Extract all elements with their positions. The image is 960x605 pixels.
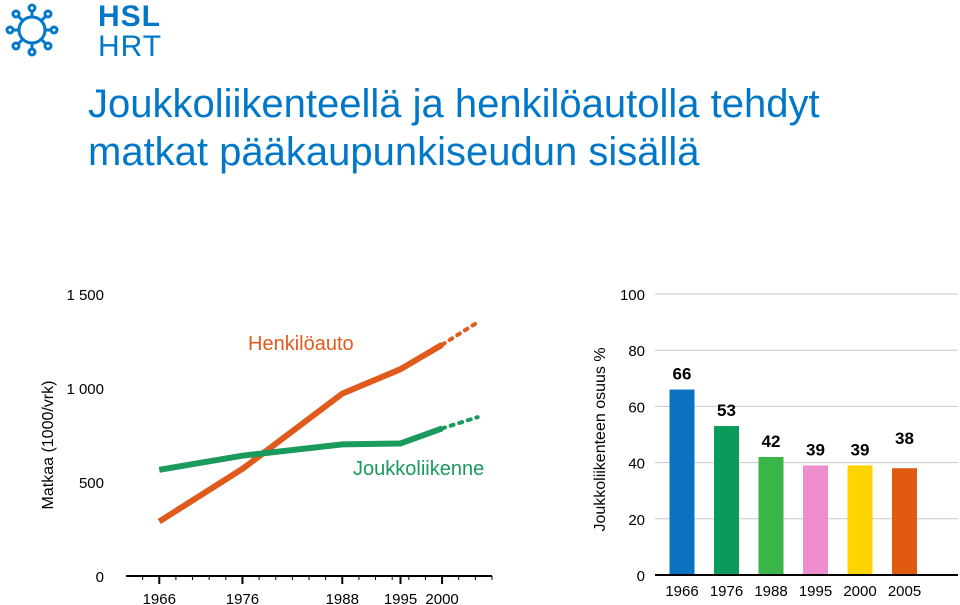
x-tick-label: 2000 — [425, 591, 458, 605]
x-tick-label: 1966 — [143, 591, 176, 605]
y-tick-label: 1 500 — [66, 287, 104, 304]
brand-line-1: HSL — [98, 0, 161, 33]
x-tick-label: 2005 — [888, 583, 921, 600]
series-label-car: Henkilöauto — [248, 333, 354, 355]
x-tick-label: 1966 — [665, 583, 698, 600]
y-tick-label: 100 — [620, 287, 645, 304]
y-tick-label: 80 — [628, 343, 645, 360]
title-line-2: matkat pääkaupunkiseudun sisällä — [88, 130, 700, 174]
y-tick-label: 0 — [637, 568, 645, 585]
brand-line-2: HRT — [98, 30, 163, 63]
series-line-transit — [158, 425, 444, 473]
bar-value-label: 38 — [895, 429, 914, 448]
y-axis-label: Joukkoliikenteen osuus % — [592, 347, 609, 531]
y-tick-label: 500 — [79, 475, 104, 492]
y-tick-label: 20 — [628, 512, 645, 529]
bar-chart: 0 20 40 60 80 100 Joukkoliikenteen osuus % 66 19… — [592, 287, 958, 600]
x-tick-label: 1988 — [326, 591, 359, 605]
brand-wordmark: HSL HRT — [98, 2, 162, 62]
bar-value-label: 39 — [851, 440, 870, 459]
bar — [847, 465, 873, 575]
y-tick-label: 40 — [628, 456, 645, 473]
x-tick-label: 1976 — [226, 591, 259, 605]
y-axis-label: Matkaa (1000/vrk) — [40, 381, 57, 510]
bar-value-label: 39 — [806, 440, 825, 459]
bar-value-label: 66 — [673, 365, 692, 384]
bar-value-label: 53 — [717, 401, 736, 420]
bar — [892, 468, 917, 575]
hsl-logo-icon — [5, 3, 59, 57]
series-label-transit: Joukkoliikenne — [353, 458, 484, 480]
page-title: Joukkoliikenteellä ja henkilöautolla teh… — [88, 80, 948, 176]
series-line-car — [157, 342, 444, 525]
y-tick-label: 1 000 — [66, 381, 104, 398]
bar — [803, 465, 828, 575]
x-tick-label: 2000 — [843, 583, 876, 600]
bar-value-label: 42 — [762, 432, 781, 451]
y-tick-label: 0 — [96, 569, 104, 586]
x-tick-label: 1988 — [754, 583, 787, 600]
series-projection — [440, 320, 480, 347]
title-line-1: Joukkoliikenteellä ja henkilöautolla teh… — [88, 82, 820, 126]
x-tick-label: 1995 — [799, 583, 832, 600]
y-tick-label: 60 — [628, 399, 645, 416]
bar — [669, 389, 695, 575]
series-projection — [440, 415, 480, 431]
x-tick-label: 1995 — [384, 591, 417, 605]
bar — [714, 426, 739, 575]
x-tick-label: 1976 — [710, 583, 743, 600]
bar — [758, 456, 784, 575]
